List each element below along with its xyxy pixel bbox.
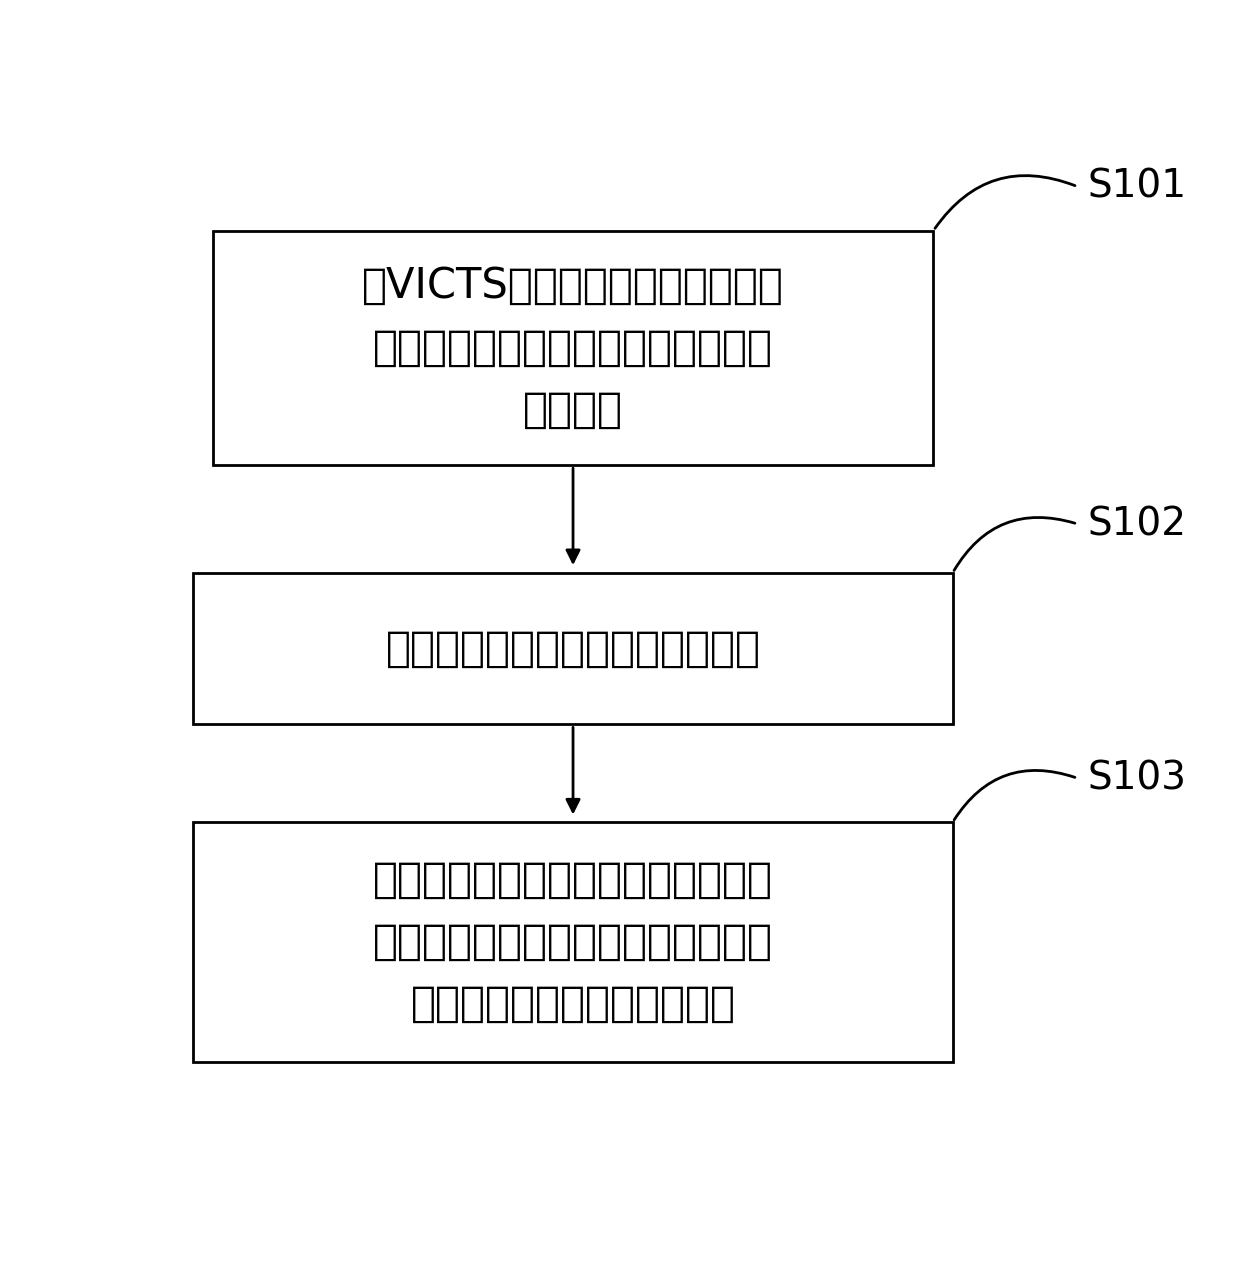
FancyBboxPatch shape (193, 822, 952, 1062)
FancyArrowPatch shape (935, 175, 1075, 229)
FancyArrowPatch shape (954, 771, 1075, 820)
Text: 对采集到的四点电平求差值，并利用
波束建模解出目标方向相对于初始波
束中心的方位角、俯仰角差值: 对采集到的四点电平求差值，并利用 波束建模解出目标方向相对于初始波 束中心的方位… (373, 860, 773, 1025)
Text: S102: S102 (1087, 505, 1187, 544)
Text: S101: S101 (1087, 168, 1187, 206)
Text: 根据天线远场方向图进行波束建模: 根据天线远场方向图进行波束建模 (386, 627, 760, 669)
Text: 对VICTS天线进行方向图测试，得
到波束中心根据俯仰角变化的天线远
场方向图: 对VICTS天线进行方向图测试，得 到波束中心根据俯仰角变化的天线远 场方向图 (362, 265, 784, 431)
FancyArrowPatch shape (954, 517, 1075, 570)
Text: S103: S103 (1087, 759, 1187, 798)
FancyBboxPatch shape (193, 573, 952, 724)
FancyBboxPatch shape (213, 231, 934, 465)
